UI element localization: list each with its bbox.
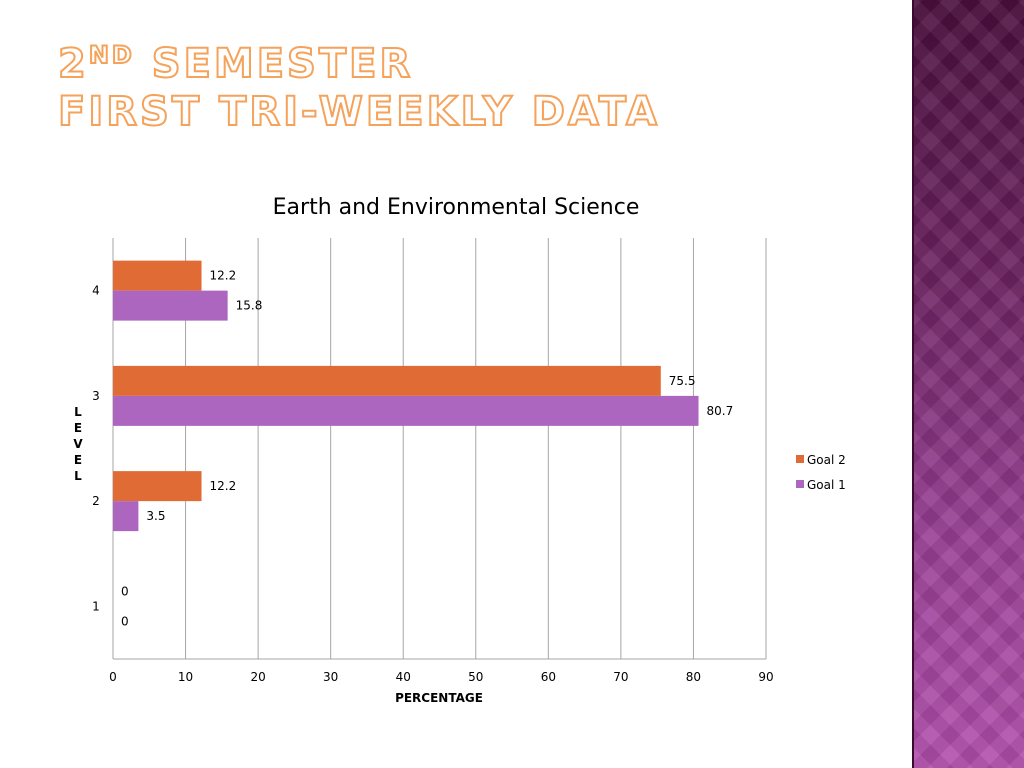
bar-goal-1 [113,290,228,321]
title-rest: SEMESTER [134,40,414,88]
legend-entry: Goal 2 [807,453,846,467]
chart-title: Earth and Environmental Science [273,195,640,220]
x-tick-label: 70 [613,670,628,684]
y-tick-label: 1 [92,599,100,613]
data-label-goal-2: 0 [121,584,129,598]
x-tick-label: 20 [250,670,265,684]
title-line-1: 2ND SEMESTER [57,40,660,88]
data-label-goal-1: 0 [121,614,129,628]
legend-entry: Goal 1 [807,478,846,492]
slide-title: 2ND SEMESTER FIRST TRI-WEEKLY DATA [57,40,660,136]
bar-goal-2 [113,365,661,396]
data-label-goal-2: 75.5 [669,374,696,388]
bar-goal-1 [113,395,699,426]
title-superscript: ND [88,41,135,69]
bar-goal-1 [113,501,139,532]
bar-goal-2 [113,471,202,502]
y-tick-label: 3 [92,389,100,403]
data-label-goal-2: 12.2 [210,269,237,283]
x-tick-label: 50 [468,670,483,684]
bar-goal-2 [113,260,202,291]
data-label-goal-1: 15.8 [236,299,263,313]
y-axis-label-letter: V [73,437,83,451]
x-tick-label: 80 [686,670,701,684]
y-axis-label-letter: E [74,453,82,467]
x-tick-label: 60 [541,670,556,684]
x-tick-label: 0 [109,670,117,684]
data-label-goal-1: 3.5 [146,509,165,523]
data-label-goal-2: 12.2 [210,479,237,493]
y-axis-label-letter: E [74,421,82,435]
y-tick-label: 4 [92,284,100,298]
decorative-side-panel [912,0,1024,768]
x-tick-label: 40 [396,670,411,684]
x-tick-label: 10 [178,670,193,684]
x-axis-label: PERCENTAGE [395,691,483,705]
x-tick-label: 30 [323,670,338,684]
data-label-goal-1: 80.7 [707,404,734,418]
y-axis-label-letter: L [74,469,82,483]
legend-swatch [796,455,804,463]
x-tick-label: 90 [758,670,773,684]
legend-swatch [796,480,804,488]
title-lead: 2 [57,40,89,88]
title-line-2: FIRST TRI-WEEKLY DATA [57,88,660,136]
y-axis-label-letter: L [74,405,82,419]
y-tick-label: 2 [92,494,100,508]
